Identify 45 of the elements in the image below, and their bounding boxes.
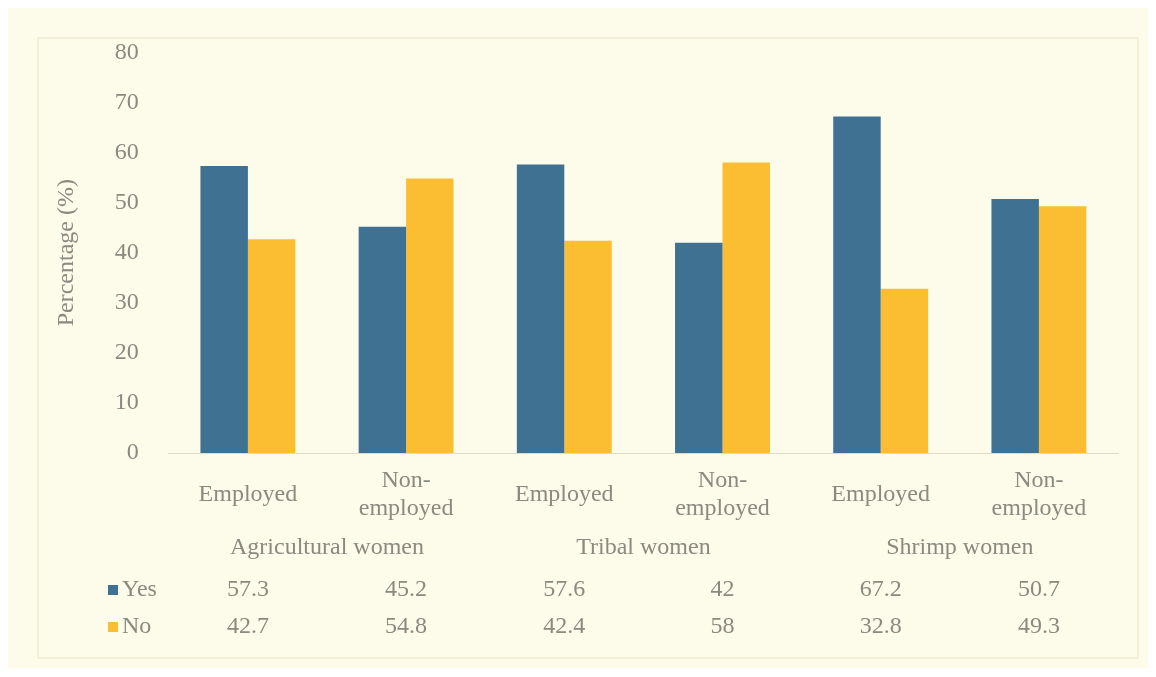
data-label: 57.6 [543,575,586,602]
y-tick-label: 70 [114,87,139,114]
bar [200,166,248,453]
bar [564,240,612,453]
bar [247,239,296,453]
data-label: 50.7 [1017,575,1060,602]
bar [358,226,407,453]
y-tick-label: 10 [114,388,139,415]
legend-label: No [122,612,152,639]
data-label: 67.2 [859,575,902,602]
bar [880,288,929,453]
bar [991,199,1039,453]
bar [406,178,454,453]
bar [675,242,723,453]
x-tick-label: Non-employed [358,466,454,521]
data-label: 45.2 [385,575,428,602]
y-tick-label: 20 [114,338,139,365]
text: Agricultural women [230,533,424,560]
y-tick-label: 80 [114,37,139,64]
bar [516,164,565,453]
bar [722,162,770,453]
x-tick-label: Employed [514,480,614,507]
x-tick-label: Non-employed [675,466,770,521]
y-tick-label: 60 [114,137,139,164]
y-tick-label: 50 [114,187,139,214]
data-label: 42.4 [543,612,586,639]
text: Tribal women [576,533,711,560]
x-tick-label: Non-employed [991,466,1087,521]
y-tick-label: 0 [126,438,139,465]
x-tick-label: Employed [831,480,931,507]
data-label: 58 [710,612,735,639]
y-tick-label: 40 [114,238,139,264]
bar [1038,206,1087,453]
data-label: 54.8 [385,612,428,639]
y-axis-title: Percentage (%) [51,179,78,327]
data-label: 49.3 [1017,612,1060,639]
data-label: 57.3 [226,575,269,602]
data-label: 32.8 [859,612,902,639]
legend-label: Yes [122,575,157,602]
data-label: 42.7 [226,612,269,639]
bar [833,116,881,453]
text: Shrimp women [886,533,1034,560]
y-tick-label: 30 [114,288,139,315]
data-label: 42 [710,575,735,602]
x-tick-label: Employed [198,480,298,507]
